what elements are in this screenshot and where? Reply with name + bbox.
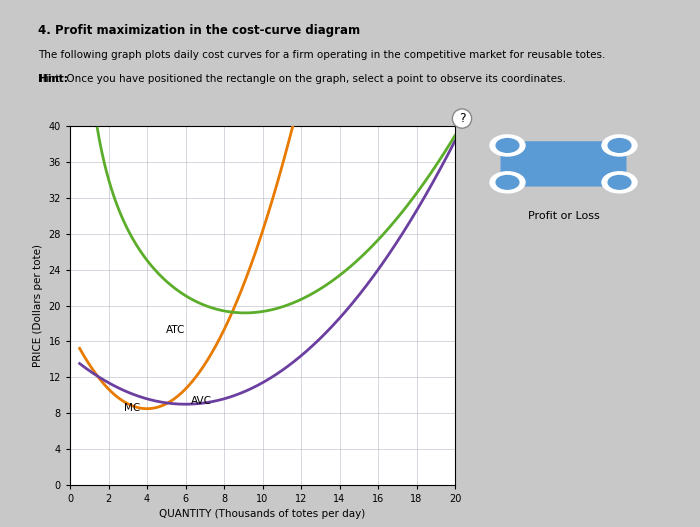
Circle shape [602, 135, 637, 156]
Y-axis label: PRICE (Dollars per tote): PRICE (Dollars per tote) [33, 244, 43, 367]
Circle shape [608, 175, 631, 189]
Text: ?: ? [458, 112, 466, 125]
X-axis label: QUANTITY (Thousands of totes per day): QUANTITY (Thousands of totes per day) [160, 510, 365, 520]
Text: The following graph plots daily cost curves for a firm operating in the competit: The following graph plots daily cost cur… [38, 50, 606, 60]
Circle shape [496, 139, 519, 152]
Circle shape [608, 139, 631, 152]
Text: MC: MC [124, 403, 140, 413]
FancyBboxPatch shape [500, 141, 626, 187]
Circle shape [490, 135, 525, 156]
Text: Hint:: Hint: [38, 74, 67, 84]
Text: ATC: ATC [167, 325, 186, 335]
Circle shape [490, 172, 525, 193]
Circle shape [496, 175, 519, 189]
Text: Profit or Loss: Profit or Loss [528, 211, 599, 221]
Text: AVC: AVC [191, 396, 212, 406]
Text: Hint: Once you have positioned the rectangle on the graph, select a point to obs: Hint: Once you have positioned the recta… [38, 74, 566, 84]
Circle shape [602, 172, 637, 193]
Text: 4. Profit maximization in the cost-curve diagram: 4. Profit maximization in the cost-curve… [38, 24, 360, 37]
